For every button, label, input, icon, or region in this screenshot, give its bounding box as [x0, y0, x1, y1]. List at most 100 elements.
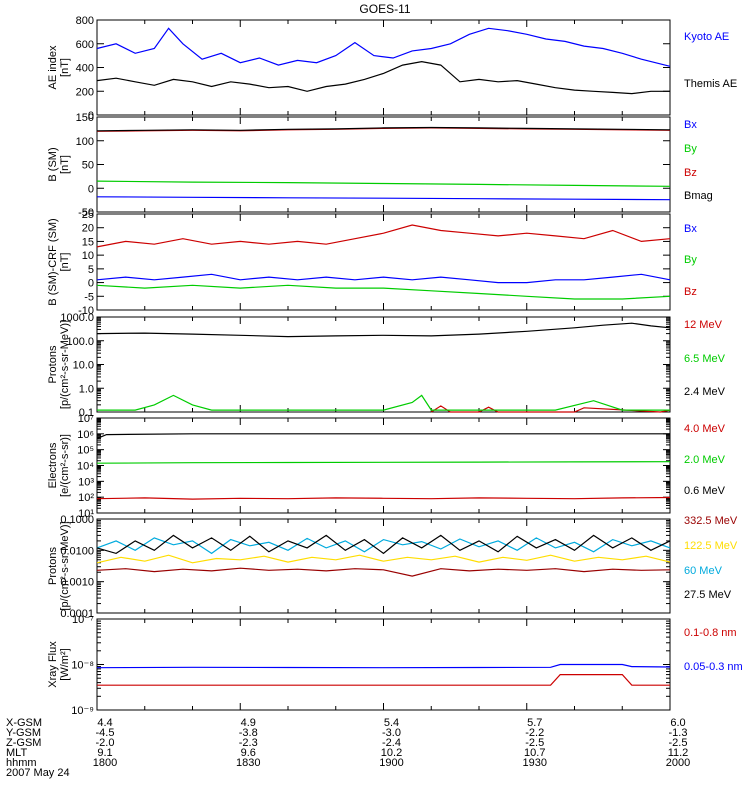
bottom-row-value: -2.2	[525, 727, 544, 739]
series-line-1-1	[96, 27, 671, 67]
panel-7: 10⁻⁹ 10⁻⁸ 10⁻⁷ Xray Flux[W/m²] 0.1-0.8 nm 0.0…	[47, 614, 743, 717]
panel-4: 0.11.010.0100.01000.0Protons[p/(cm²-s-sr…	[47, 312, 726, 419]
bottom-row-value: -1.3	[669, 727, 688, 739]
y-tick-label: 200	[76, 86, 94, 98]
legend-entry: 0.05-0.3 nm	[684, 661, 743, 673]
y-axis-label-line: B (SM)-CRF (SM)	[47, 218, 59, 305]
bottom-row-value: 9.6	[241, 747, 256, 759]
y-axis-label: Protons[p/(cm²-s-sr-MeV)]	[47, 320, 71, 409]
legend-entry: Bx	[684, 119, 697, 131]
y-tick-label: 600	[76, 39, 94, 51]
y-tick-label: 15	[82, 236, 94, 248]
bottom-axis-table: X-GSM 4.4 4.9 5.4 5.7 6.0Y-GSM -4.5 -3.8 -3.0 -2.…	[6, 717, 690, 769]
panel-1: 0 200 400 600 800 AE index[nT] Kyoto AE Themis …	[47, 15, 737, 122]
y-tick-label: 10⁻⁷	[72, 614, 94, 626]
legend-entry: By	[684, 143, 697, 155]
bottom-row-value: -2.5	[525, 737, 544, 749]
legend-entry: 2.0 MeV	[684, 454, 726, 466]
y-tick-label: 150	[76, 112, 94, 124]
y-tick-label: 10¹	[78, 508, 94, 520]
y-tick-label: 25	[82, 209, 94, 221]
y-axis-label: B (SM)-CRF (SM)[nT]	[47, 218, 71, 305]
y-tick-label: 100.0	[66, 336, 94, 348]
bottom-row-value: -2.5	[669, 737, 688, 749]
y-tick-label: 0	[88, 278, 94, 290]
bottom-row-value: -3.8	[239, 727, 258, 739]
y-axis-label-line: Electrons	[47, 442, 59, 488]
legend-entry: 4.0 MeV	[684, 423, 726, 435]
series-line-7-2	[96, 663, 671, 669]
legend-entry: By	[684, 254, 697, 266]
y-tick-label: 400	[76, 63, 94, 75]
y-axis-label-line: [nT]	[59, 155, 71, 174]
series-line-3-2	[96, 284, 671, 300]
y-axis-label: Xray Flux[W/m²]	[47, 641, 71, 688]
series-line-6-2	[96, 554, 671, 564]
bottom-row-value: 4.4	[97, 717, 112, 729]
y-axis-label: AE index[nT]	[47, 45, 71, 90]
legend-entry: 332.5 MeV	[684, 515, 738, 527]
series-line-1-2	[96, 60, 670, 95]
y-tick-label: 0	[88, 110, 94, 122]
y-tick-label: 10	[82, 250, 94, 262]
bottom-row-value: 2000	[666, 757, 690, 769]
bottom-row-name: Z-GSM	[6, 737, 41, 749]
y-axis-label: B (SM)[nT]	[47, 147, 71, 181]
legend-entry: 12 MeV	[684, 319, 723, 331]
y-tick-label: 10.0	[73, 360, 94, 372]
legend-entry: Bz	[684, 167, 697, 179]
y-tick-label: 0.1000	[60, 514, 94, 526]
y-tick-label: 10⁻⁸	[71, 660, 94, 672]
y-tick-label: 0.1	[79, 407, 94, 419]
y-axis-label-line: Protons	[47, 547, 59, 585]
y-tick-label: 1000.0	[60, 312, 94, 324]
series-line-4-1	[430, 405, 671, 413]
series-line-5-2	[96, 461, 671, 464]
bottom-row-value: -2.0	[96, 737, 115, 749]
legend-entry: 2.4 MeV	[684, 386, 726, 398]
y-tick-label: 20	[82, 223, 94, 235]
bottom-row-value: 10.7	[524, 747, 545, 759]
panel-5: 10¹ 10² 10³ 10⁴ 10⁵ 10⁶ 10⁷ Electrons[e/(cm²-s-…	[47, 413, 726, 520]
bottom-row-value: -3.0	[382, 727, 401, 739]
legend-entry: 27.5 MeV	[684, 589, 732, 601]
date-label: 2007 May 24	[6, 767, 70, 779]
bottom-row-value: 1830	[236, 757, 260, 769]
bottom-row-value: 1930	[523, 757, 547, 769]
bottom-row-value: -2.3	[239, 737, 258, 749]
legend-entry: Themis AE	[684, 78, 737, 90]
bottom-row-value: 11.2	[668, 747, 689, 759]
y-tick-label: 0.0001	[60, 608, 94, 620]
y-tick-label: 50	[82, 160, 94, 172]
panel-frame	[96, 316, 671, 413]
legend-entry: Bx	[684, 223, 697, 235]
series-line-2-1	[96, 196, 671, 201]
series-line-7-1	[97, 673, 670, 686]
bottom-row-value: 9.1	[97, 747, 112, 759]
bottom-row-value: -2.4	[382, 737, 401, 749]
bottom-row-value: 5.4	[384, 717, 399, 729]
panel-frame	[96, 19, 671, 116]
y-axis-label-line: AE index	[47, 45, 59, 90]
y-tick-label: 0	[88, 183, 94, 195]
bottom-row-value: 1900	[379, 757, 403, 769]
y-tick-label: 100	[76, 136, 94, 148]
figure-title: GOES-11	[359, 2, 410, 16]
y-tick-label: 5	[88, 264, 94, 276]
series-line-3-1	[96, 273, 671, 284]
series-line-2-2	[96, 180, 671, 187]
series-line-4-3	[96, 322, 671, 338]
y-axis-label-line: [p/(cm²-s-sr-MeV)]	[59, 521, 71, 610]
y-axis-label: Electrons[e/(cm²-s-sr)]	[47, 434, 71, 497]
bottom-row-value: 1800	[93, 757, 117, 769]
y-tick-label: -10	[78, 305, 94, 317]
bottom-row-value: 6.0	[670, 717, 685, 729]
y-axis-label-line: Xray Flux	[47, 641, 59, 688]
y-tick-label: 10⁴	[77, 461, 94, 473]
y-axis-label-line: B (SM)	[47, 147, 59, 181]
y-tick-label: 10⁻⁹	[71, 705, 94, 717]
y-axis-label-line: [nT]	[59, 253, 71, 272]
y-tick-label: 10²	[78, 492, 94, 504]
